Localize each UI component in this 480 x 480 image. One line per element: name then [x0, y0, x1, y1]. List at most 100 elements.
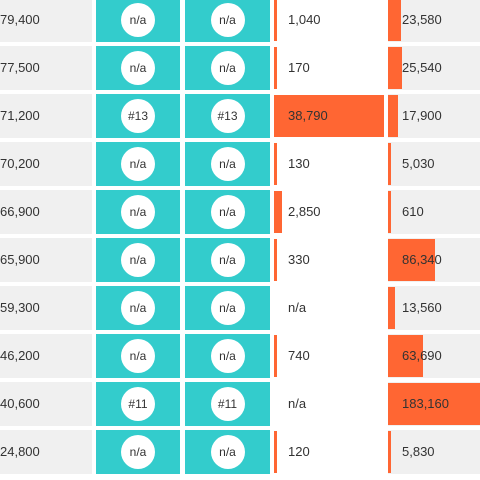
bar-value-text: 5,030 [402, 156, 435, 171]
bar-cell: n/a [274, 286, 384, 330]
bar-cell: 610 [388, 190, 480, 234]
rank-badge: n/a [121, 147, 155, 181]
bar-fill [274, 47, 277, 89]
rank-cell: #13 [185, 94, 270, 138]
bar-cell: n/a [274, 382, 384, 426]
bar-value-text: 183,160 [402, 396, 449, 411]
bar-cell: 330 [274, 238, 384, 282]
bar-fill [388, 191, 391, 233]
rank-badge: n/a [121, 243, 155, 277]
table-row: 24,800 n/a n/a 120 5,830 [0, 430, 480, 474]
rank-badge: n/a [121, 339, 155, 373]
rank-badge: n/a [121, 435, 155, 469]
bar-value-text: 86,340 [402, 252, 442, 267]
value-cell: 59,300 [0, 286, 92, 330]
value-cell: 70,200 [0, 142, 92, 186]
bar-value-text: 1,040 [288, 12, 321, 27]
rank-badge: n/a [210, 291, 245, 325]
value-cell: 79,400 [0, 0, 92, 42]
value-text: 71,200 [0, 108, 40, 123]
value-text: 59,300 [0, 300, 40, 315]
rank-badge: #11 [121, 387, 155, 421]
bar-value-text: 2,850 [288, 204, 321, 219]
bar-cell: 38,790 [274, 94, 384, 138]
value-text: 65,900 [0, 252, 40, 267]
rank-cell: n/a [185, 286, 270, 330]
rank-cell: n/a [96, 286, 180, 330]
rank-badge: n/a [121, 51, 155, 85]
bar-value-text: 38,790 [288, 108, 328, 123]
table-row: 46,200 n/a n/a 740 63,690 [0, 334, 480, 378]
rank-badge: n/a [210, 243, 245, 277]
bar-value-text: 5,830 [402, 444, 435, 459]
bar-fill [388, 239, 435, 281]
bar-value-text: 170 [288, 60, 310, 75]
bar-value-text: n/a [288, 396, 307, 411]
bar-cell: 120 [274, 430, 384, 474]
bar-value-text: 25,540 [402, 60, 442, 75]
bar-fill [388, 383, 480, 425]
value-cell: 77,500 [0, 46, 92, 90]
bar-value-text: 130 [288, 156, 310, 171]
rank-badge: n/a [210, 195, 245, 229]
rank-badge: #13 [121, 99, 155, 133]
bar-value-text: n/a [288, 300, 307, 315]
bar-value-text: 17,900 [402, 108, 442, 123]
rank-cell: #13 [96, 94, 180, 138]
rank-cell: #11 [185, 382, 270, 426]
table-row: 66,900 n/a n/a 2,850 610 [0, 190, 480, 234]
bar-value-text: 13,560 [402, 300, 442, 315]
bar-cell: 25,540 [388, 46, 480, 90]
bar-cell: 5,830 [388, 430, 480, 474]
bar-cell: 13,560 [388, 286, 480, 330]
bar-value-text: 330 [288, 252, 310, 267]
bar-fill [388, 143, 391, 185]
bar-fill [388, 95, 399, 137]
rank-cell: n/a [96, 46, 180, 90]
bar-cell: 130 [274, 142, 384, 186]
bar-cell: 2,850 [274, 190, 384, 234]
bar-cell: 86,340 [388, 238, 480, 282]
bar-cell: 63,690 [388, 334, 480, 378]
value-text: 79,400 [0, 12, 40, 27]
bar-fill [388, 431, 392, 473]
value-text: 40,600 [0, 396, 40, 411]
bar-fill [388, 335, 423, 377]
bar-fill [274, 143, 277, 185]
bar-fill [388, 0, 401, 41]
bar-fill [274, 0, 277, 41]
bar-cell: 1,040 [274, 0, 384, 42]
rank-cell: n/a [96, 0, 180, 42]
rank-cell: n/a [96, 334, 180, 378]
rank-cell: #11 [96, 382, 180, 426]
rank-cell: n/a [96, 142, 180, 186]
rank-badge: #11 [210, 387, 245, 421]
bar-cell: 5,030 [388, 142, 480, 186]
rank-cell: n/a [185, 0, 270, 42]
value-cell: 65,900 [0, 238, 92, 282]
rank-cell: n/a [185, 238, 270, 282]
rank-cell: n/a [96, 238, 180, 282]
bar-fill [388, 47, 402, 89]
bar-value-text: 120 [288, 444, 310, 459]
bar-cell: 183,160 [388, 382, 480, 426]
rank-cell: n/a [185, 46, 270, 90]
value-cell: 46,200 [0, 334, 92, 378]
rank-cell: n/a [185, 190, 270, 234]
value-text: 77,500 [0, 60, 40, 75]
value-cell: 71,200 [0, 94, 92, 138]
rank-badge: n/a [210, 147, 245, 181]
bar-fill [274, 335, 277, 377]
value-cell: 24,800 [0, 430, 92, 474]
rank-cell: n/a [96, 190, 180, 234]
bar-value-text: 23,580 [402, 12, 442, 27]
bar-value-text: 63,690 [402, 348, 442, 363]
bar-fill [388, 287, 396, 329]
rank-cell: n/a [96, 430, 180, 474]
table-row: 77,500 n/a n/a 170 25,540 [0, 46, 480, 90]
rank-cell: n/a [185, 430, 270, 474]
bar-fill [274, 431, 277, 473]
bar-cell: 17,900 [388, 94, 480, 138]
bar-cell: 170 [274, 46, 384, 90]
rank-badge: n/a [121, 195, 155, 229]
